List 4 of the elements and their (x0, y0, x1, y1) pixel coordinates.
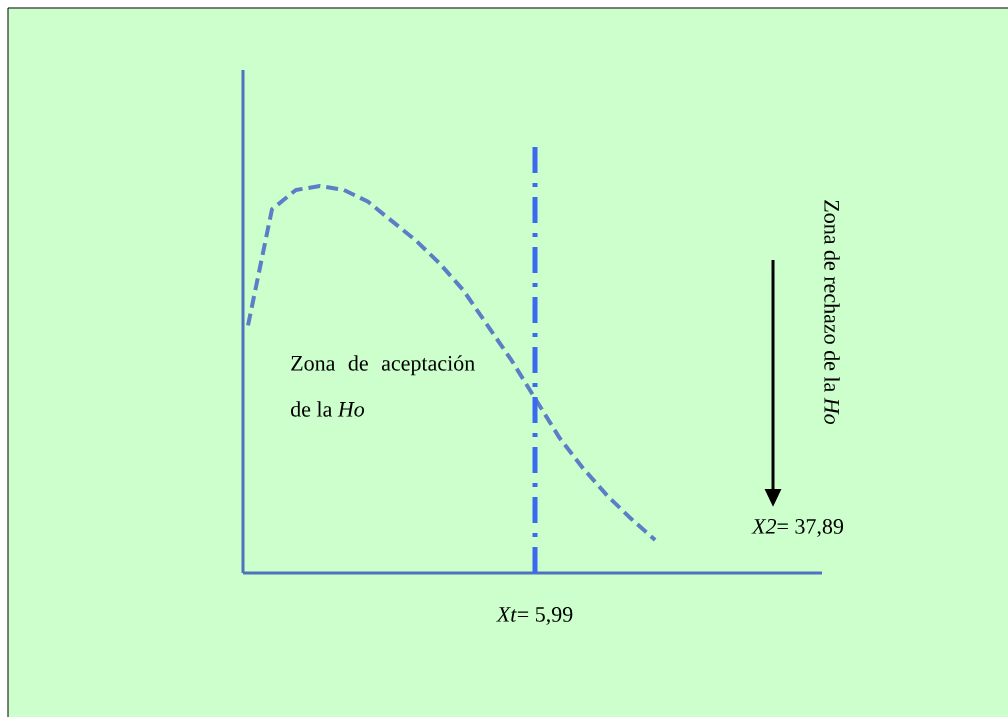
text: Zona de rechazo de la Ho (824, 200, 840, 425)
annotation: Zona de aceptación de la Ho (291, 355, 475, 417)
text: X2= 37,89 (751, 519, 844, 538)
text: Xt= 5,99 (496, 607, 573, 625)
